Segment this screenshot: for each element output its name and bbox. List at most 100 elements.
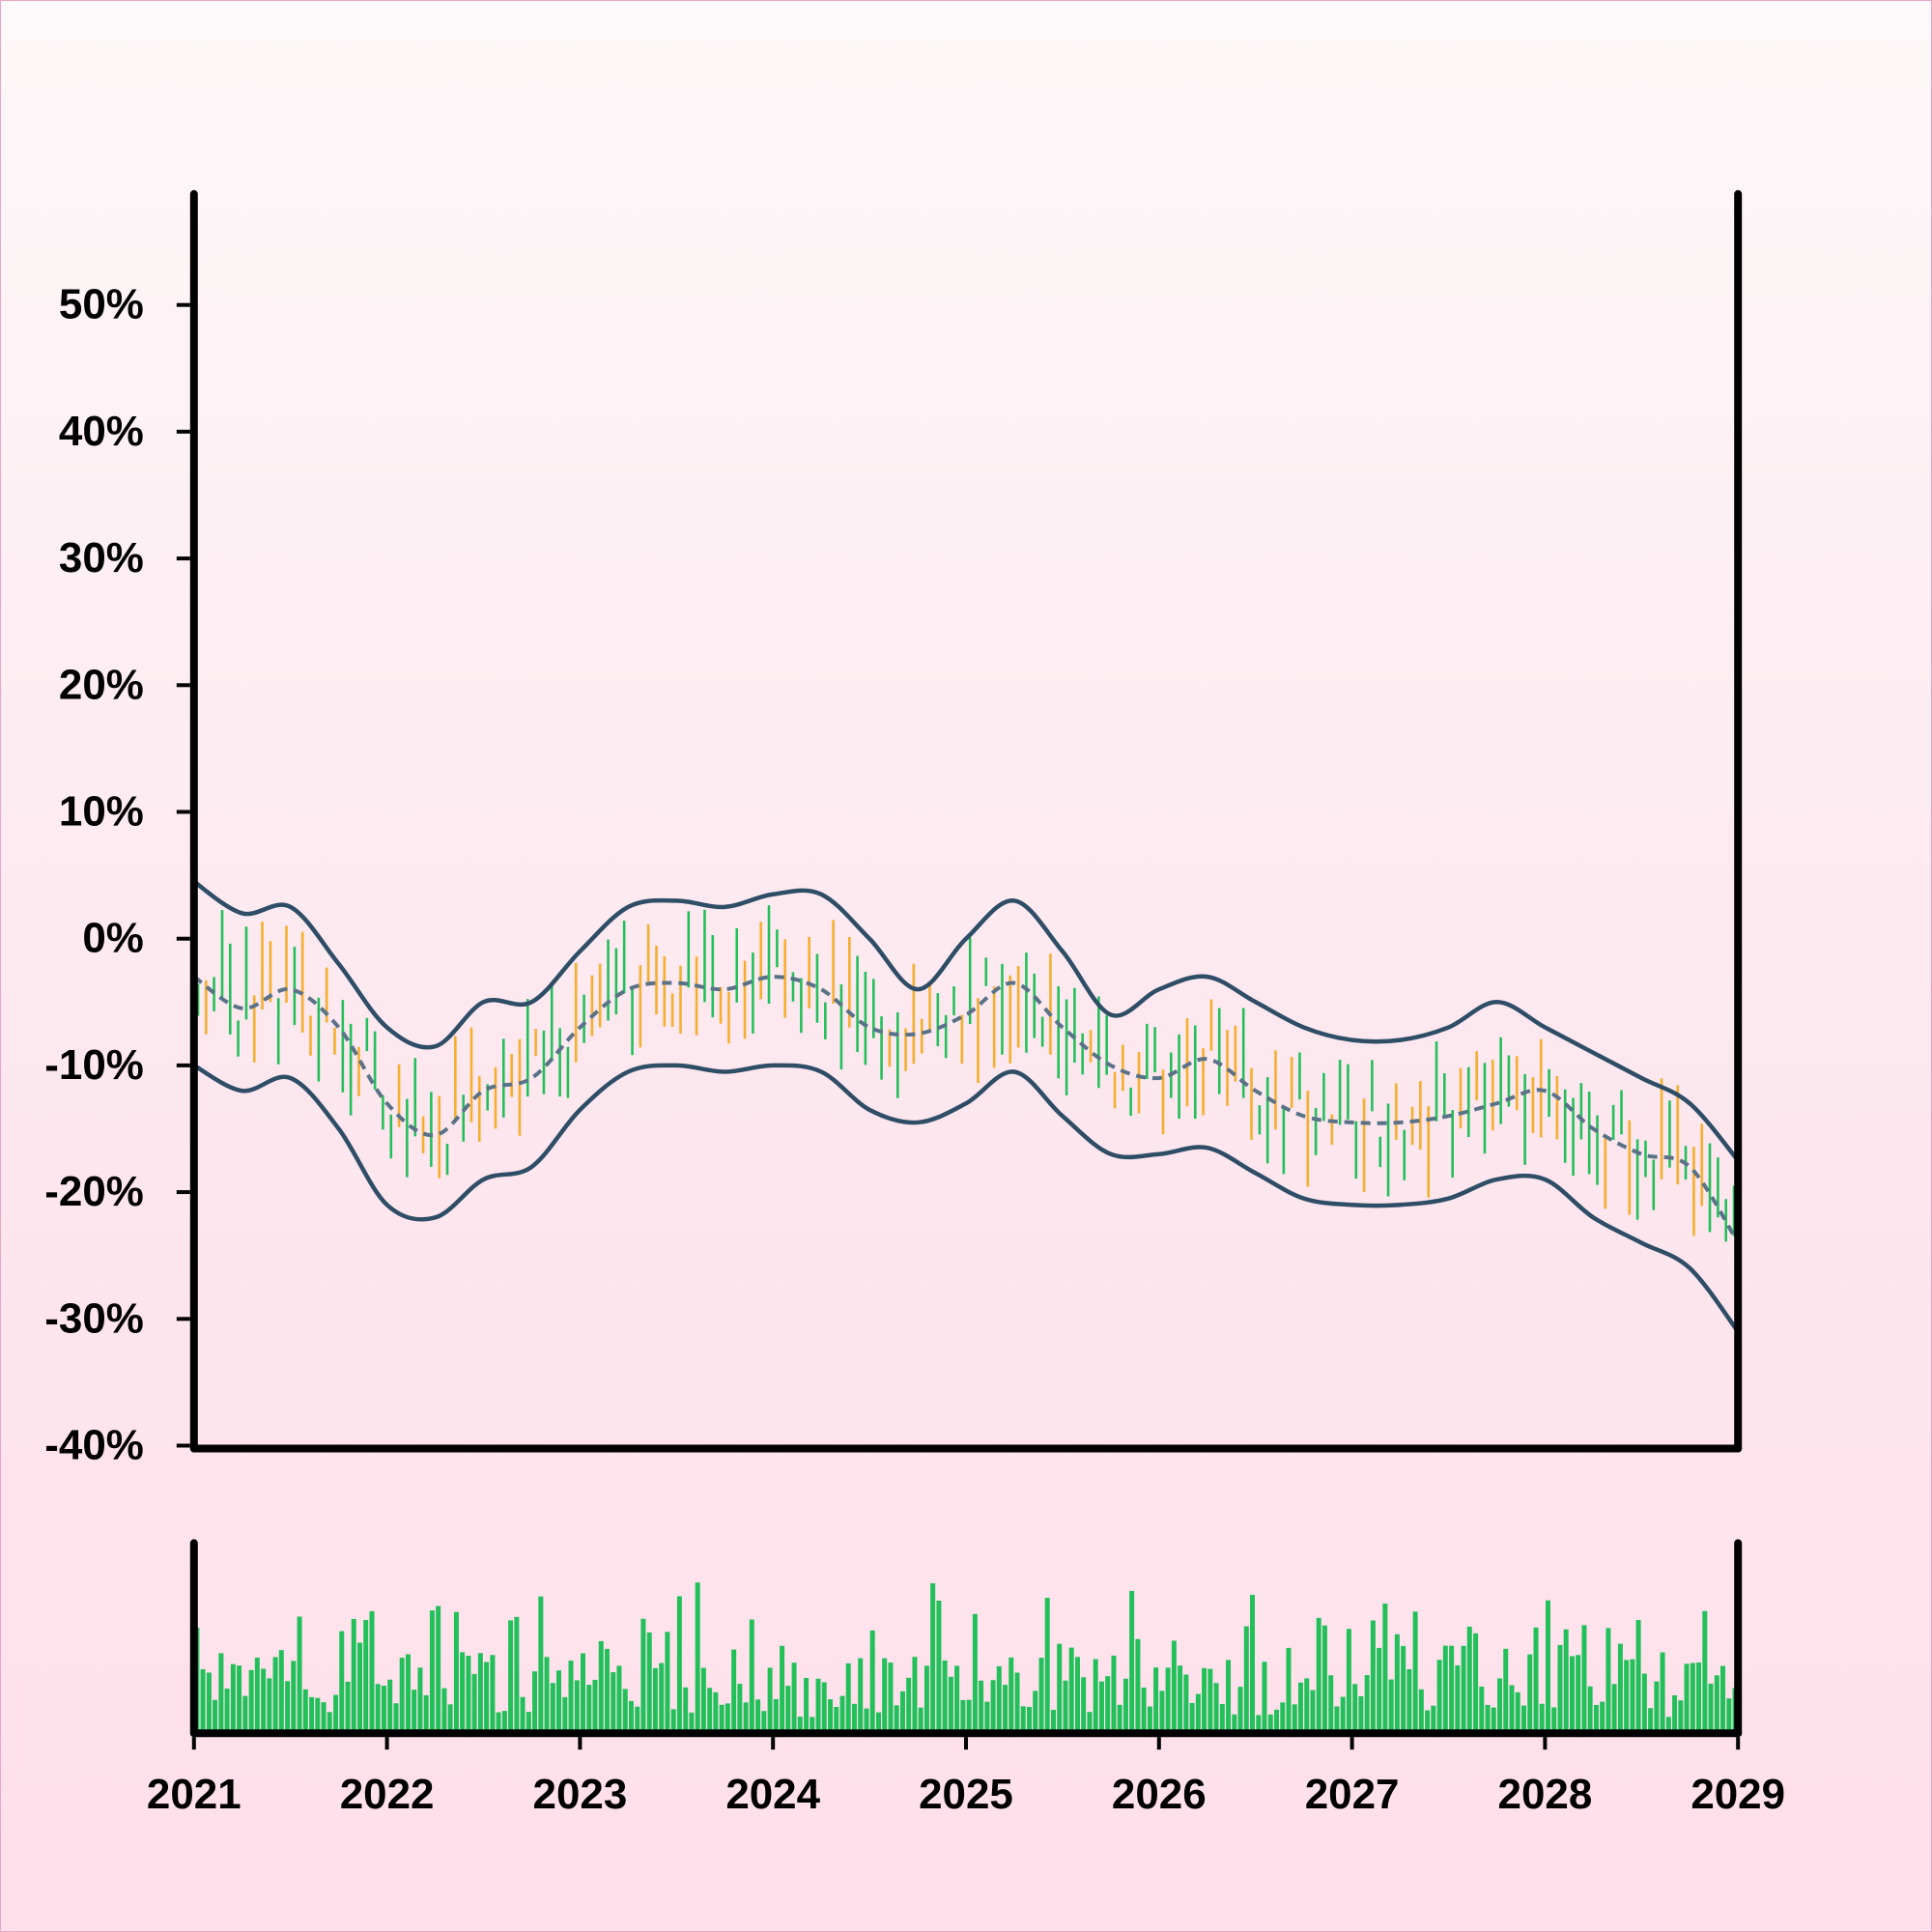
volume-bar: [1436, 1660, 1442, 1734]
volume-bar: [990, 1680, 996, 1734]
volume-bar: [1672, 1694, 1678, 1734]
volume-bar: [1624, 1660, 1630, 1734]
volume-bar: [242, 1695, 248, 1734]
volume-bar: [1321, 1625, 1327, 1734]
volume-bar: [375, 1684, 381, 1734]
volume-bar: [254, 1657, 260, 1734]
volume-bar: [1635, 1620, 1641, 1734]
volume-bar: [1020, 1706, 1026, 1734]
volume-bar: [646, 1632, 652, 1734]
x-tick-label: 2026: [1112, 1771, 1207, 1818]
y-tick-label: -20%: [44, 1168, 144, 1215]
volume-bar: [357, 1642, 363, 1734]
volume-bar: [302, 1689, 308, 1734]
volume-bar: [1195, 1693, 1201, 1734]
volume-bar: [447, 1704, 453, 1734]
x-tick-label: 2029: [1690, 1771, 1785, 1818]
volume-bar: [1141, 1688, 1147, 1734]
volume-bar: [339, 1631, 345, 1734]
volume-bar: [237, 1665, 242, 1734]
y-tick-label: 50%: [59, 281, 144, 328]
volume-bar: [749, 1619, 754, 1734]
volume-bar: [1521, 1705, 1527, 1734]
volume-bar: [635, 1706, 640, 1734]
volume-bar: [875, 1712, 881, 1734]
volume-bar: [423, 1694, 429, 1734]
volume-bar: [1473, 1633, 1479, 1734]
volume-bar: [743, 1702, 749, 1734]
volume-bar: [1461, 1645, 1466, 1734]
volume-bar: [894, 1705, 899, 1734]
volume-bar: [1605, 1628, 1611, 1734]
volume-bar: [1401, 1645, 1406, 1734]
volume-bar: [1057, 1643, 1063, 1734]
volume-bar: [785, 1686, 791, 1734]
volume-bar: [1581, 1625, 1587, 1734]
volume-bar: [912, 1657, 918, 1734]
volume-bar: [942, 1660, 948, 1734]
volume-bar: [1334, 1706, 1340, 1734]
volume-bar: [1159, 1690, 1165, 1734]
volume-bar: [1479, 1686, 1485, 1734]
volume-bar: [1027, 1707, 1033, 1734]
volume-bar: [659, 1662, 665, 1734]
volume-bar: [972, 1613, 978, 1734]
volume-bar: [1557, 1644, 1563, 1734]
volume-bar: [810, 1717, 815, 1734]
volume-bar: [966, 1699, 972, 1734]
volume-bar: [791, 1662, 797, 1734]
volume-bars: [194, 1582, 1738, 1734]
volume-bar: [586, 1685, 592, 1734]
volume-bar: [562, 1696, 568, 1734]
volume-bar: [1044, 1598, 1050, 1734]
volume-bar: [1576, 1655, 1581, 1734]
volume-bar: [1310, 1690, 1316, 1734]
volume-bar: [248, 1669, 254, 1734]
volume-bar: [598, 1640, 604, 1734]
volume-bar: [1696, 1662, 1702, 1734]
volume-bar: [869, 1630, 875, 1734]
y-tick-label: 30%: [59, 534, 144, 582]
volume-bar: [1262, 1662, 1267, 1734]
volume-bar: [815, 1678, 821, 1734]
volume-bar: [1418, 1689, 1424, 1734]
volume-bar: [1171, 1640, 1177, 1734]
volume-bar: [477, 1653, 483, 1734]
volume-bar: [1466, 1626, 1472, 1734]
volume-bar: [611, 1672, 616, 1734]
volume-bar: [936, 1600, 942, 1734]
volume-bar: [471, 1673, 477, 1734]
volume-bar: [1442, 1645, 1448, 1734]
volume-bar: [417, 1667, 423, 1734]
volume-bar: [1009, 1657, 1014, 1734]
volume-bar: [1665, 1717, 1671, 1734]
volume-bar: [852, 1703, 858, 1734]
volume-bar: [1208, 1668, 1213, 1734]
lower-band-line: [192, 1063, 1740, 1333]
volume-bar: [707, 1688, 713, 1734]
volume-bar: [1256, 1715, 1262, 1734]
volume-bar: [689, 1712, 695, 1734]
volume-bar: [544, 1657, 550, 1734]
volume-bar: [1527, 1654, 1533, 1734]
volume-bar: [1648, 1708, 1654, 1734]
volume-bar: [1063, 1680, 1068, 1734]
volume-bar: [1503, 1648, 1509, 1734]
volume-bar: [1431, 1705, 1436, 1734]
x-tick-label: 2021: [147, 1771, 242, 1818]
volume-bar: [616, 1665, 622, 1734]
volume-bar: [1093, 1659, 1098, 1734]
volume-bar: [979, 1680, 984, 1734]
volume-bar: [1165, 1667, 1171, 1734]
volume-bar: [1617, 1643, 1623, 1734]
volume-bar: [387, 1679, 393, 1734]
volume-bar: [899, 1690, 905, 1734]
volume-bar: [206, 1672, 212, 1734]
volume-bar: [665, 1632, 670, 1734]
volume-bar: [1087, 1712, 1093, 1734]
volume-bar: [1135, 1638, 1141, 1734]
volume-bar: [700, 1667, 706, 1734]
volume-bar: [218, 1653, 224, 1734]
volume-bar: [429, 1610, 435, 1734]
